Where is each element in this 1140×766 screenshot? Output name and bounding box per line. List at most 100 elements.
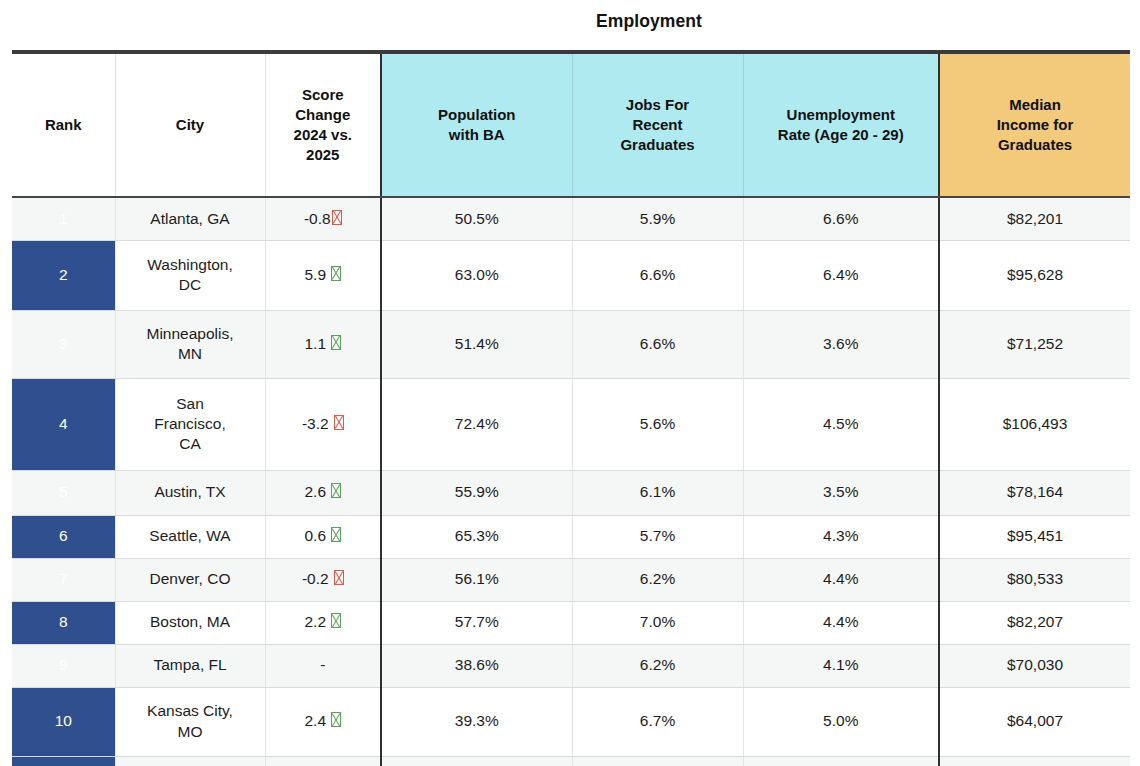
unemployment-rate-cell: 4.4%: [743, 601, 939, 644]
population-ba-cell: 72.4%: [381, 378, 572, 470]
city-cell: Seattle, WA: [115, 515, 265, 558]
rank-cell: 2: [12, 240, 115, 310]
trend-up-icon: [331, 266, 341, 281]
trend-up-icon: [331, 335, 341, 350]
rank-cell: [12, 756, 115, 766]
rank-cell: 8: [12, 601, 115, 644]
trend-up-icon: [331, 483, 341, 498]
city-label: Boston, MA: [150, 612, 230, 632]
score-change-value: -3.2: [302, 415, 329, 432]
trend-down-icon: [332, 210, 342, 225]
column-header-population-ba: Population with BA: [381, 52, 572, 197]
jobs-recent-grads-cell: 6.2%: [572, 644, 743, 687]
population-ba-cell: 38.6%: [381, 644, 572, 687]
table-row: 5 Austin, TX 2.6 55.9% 6.1% 3.5% $78,164: [12, 470, 1130, 515]
table-row: 7 Denver, CO -0.2 56.1% 6.2% 4.4% $80,53…: [12, 558, 1130, 601]
page: Employment Rank City Score Change 2024 v…: [0, 0, 1140, 766]
city-cell: Austin, TX: [115, 470, 265, 515]
jobs-recent-grads-cell: 5.9%: [572, 197, 743, 240]
rank-cell: 9: [12, 644, 115, 687]
rank-cell: 7: [12, 558, 115, 601]
city-label: Atlanta, GA: [150, 209, 229, 229]
city-cell: [115, 756, 265, 766]
column-header-score-change: Score Change 2024 vs. 2025: [265, 52, 381, 197]
unemployment-rate-cell: 3.5%: [743, 470, 939, 515]
jobs-recent-grads-cell: 6.2%: [572, 558, 743, 601]
table-row-partial: [12, 756, 1130, 766]
column-header-jobs-recent-grads: Jobs For Recent Graduates: [572, 52, 743, 197]
score-change-cell: 5.9: [265, 240, 381, 310]
rank-cell: 6: [12, 515, 115, 558]
median-income-cell: $95,628: [939, 240, 1130, 310]
city-cell: San Francisco, CA: [115, 378, 265, 470]
unemployment-rate-cell: 3.6%: [743, 310, 939, 378]
city-label: Tampa, FL: [153, 655, 226, 675]
score-change-value: -: [320, 656, 325, 673]
median-income-cell: $82,207: [939, 601, 1130, 644]
unemployment-rate-cell: 6.6%: [743, 197, 939, 240]
employment-rankings-table: Rank City Score Change 2024 vs. 2025 Pop…: [12, 50, 1130, 766]
table-body: 1 Atlanta, GA -0.8 50.5% 5.9% 6.6% $82,2…: [12, 197, 1130, 756]
column-header-median-income: Median Income for Graduates: [939, 52, 1130, 197]
score-change-cell: [265, 756, 381, 766]
rank-cell: 4: [12, 378, 115, 470]
unemployment-rate-cell: 4.1%: [743, 644, 939, 687]
jobs-recent-grads-cell: 5.6%: [572, 378, 743, 470]
rank-cell: 10: [12, 687, 115, 756]
city-cell: Denver, CO: [115, 558, 265, 601]
city-label: Austin, TX: [154, 482, 225, 502]
population-ba-cell: 39.3%: [381, 687, 572, 756]
unemployment-rate-cell: 4.3%: [743, 515, 939, 558]
city-cell: Kansas City, MO: [115, 687, 265, 756]
rank-cell: 3: [12, 310, 115, 378]
median-income-cell: $70,030: [939, 644, 1130, 687]
table-row: 1 Atlanta, GA -0.8 50.5% 5.9% 6.6% $82,2…: [12, 197, 1130, 240]
score-change-cell: 2.4: [265, 687, 381, 756]
employment-group-title: Employment: [370, 11, 928, 32]
score-change-value: -0.2: [302, 570, 329, 587]
score-change-cell: 0.6: [265, 515, 381, 558]
city-label: Minneapolis, MN: [142, 324, 238, 364]
median-income-cell: $82,201: [939, 197, 1130, 240]
population-ba-cell: [381, 756, 572, 766]
next-row-partially-visible: [12, 756, 1130, 766]
unemployment-rate-cell: [743, 756, 939, 766]
table-header: Rank City Score Change 2024 vs. 2025 Pop…: [12, 52, 1130, 197]
trend-down-icon: [334, 415, 344, 430]
score-change-cell: -3.2: [265, 378, 381, 470]
median-income-cell: [939, 756, 1130, 766]
population-ba-cell: 50.5%: [381, 197, 572, 240]
median-income-cell: $106,493: [939, 378, 1130, 470]
median-income-cell: $71,252: [939, 310, 1130, 378]
score-change-value: 2.6: [304, 483, 326, 500]
header-row: Rank City Score Change 2024 vs. 2025 Pop…: [12, 52, 1130, 197]
table-row: 10 Kansas City, MO 2.4 39.3% 6.7% 5.0% $…: [12, 687, 1130, 756]
score-change-cell: 2.2: [265, 601, 381, 644]
score-change-value: 2.2: [304, 613, 326, 630]
trend-up-icon: [331, 613, 341, 628]
jobs-recent-grads-cell: 6.7%: [572, 687, 743, 756]
score-change-value: 0.6: [304, 527, 326, 544]
city-cell: Boston, MA: [115, 601, 265, 644]
median-income-cell: $64,007: [939, 687, 1130, 756]
city-label: Denver, CO: [150, 569, 231, 589]
jobs-recent-grads-cell: 5.7%: [572, 515, 743, 558]
column-header-rank: Rank: [12, 52, 115, 197]
column-header-unemployment-rate: Unemployment Rate (Age 20 - 29): [743, 52, 939, 197]
table-row: 8 Boston, MA 2.2 57.7% 7.0% 4.4% $82,207: [12, 601, 1130, 644]
trend-down-icon: [334, 570, 344, 585]
score-change-value: -0.8: [304, 210, 331, 227]
table-row: 3 Minneapolis, MN 1.1 51.4% 6.6% 3.6% $7…: [12, 310, 1130, 378]
table-row: 2 Washington, DC 5.9 63.0% 6.6% 6.4% $95…: [12, 240, 1130, 310]
jobs-recent-grads-cell: 7.0%: [572, 601, 743, 644]
city-label: San Francisco, CA: [142, 394, 238, 454]
population-ba-cell: 65.3%: [381, 515, 572, 558]
table-row: 6 Seattle, WA 0.6 65.3% 5.7% 4.3% $95,45…: [12, 515, 1130, 558]
trend-up-icon: [331, 527, 341, 542]
trend-up-icon: [331, 712, 341, 727]
score-change-cell: 1.1: [265, 310, 381, 378]
column-header-city: City: [115, 52, 265, 197]
unemployment-rate-cell: 4.5%: [743, 378, 939, 470]
city-cell: Washington, DC: [115, 240, 265, 310]
city-cell: Atlanta, GA: [115, 197, 265, 240]
